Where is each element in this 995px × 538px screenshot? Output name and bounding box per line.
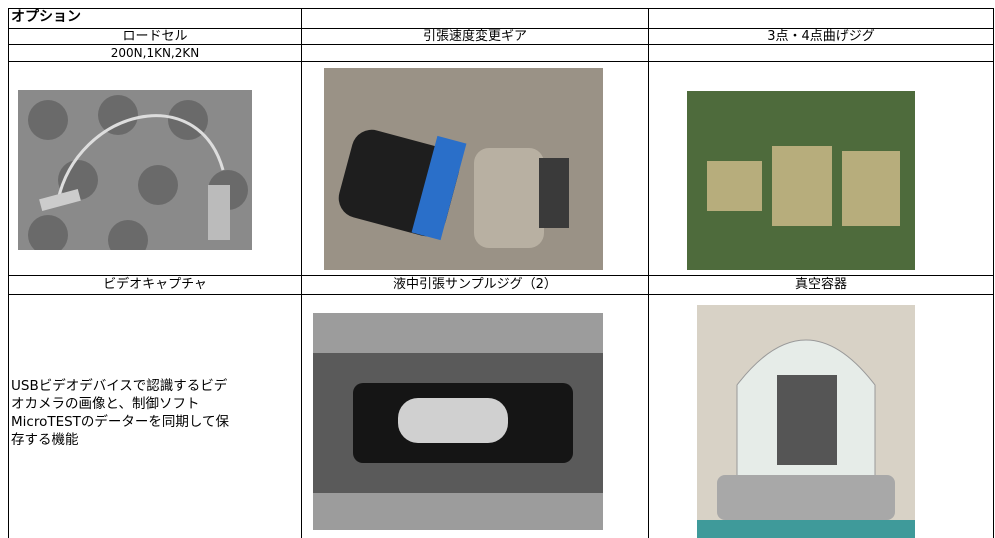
photo-gear <box>324 68 603 270</box>
header: 真空容器 <box>649 277 993 293</box>
description: USBビデオデバイスで認識するビデ オカメラの画像と、制御ソフト MicroTE… <box>11 377 229 449</box>
rule <box>8 294 994 295</box>
photo-bend-jig <box>687 91 915 270</box>
rule <box>993 8 994 538</box>
rule <box>648 8 649 538</box>
rule <box>301 8 302 538</box>
line: USBビデオデバイスで認識するビデ <box>11 377 229 395</box>
header: 3点・4点曲げジグ <box>649 29 993 45</box>
rule <box>8 275 994 276</box>
rule <box>8 8 994 9</box>
line: オカメラの画像と、制御ソフト <box>11 395 229 413</box>
rule <box>8 8 9 538</box>
photo-vacuum-chamber <box>697 305 915 538</box>
photo-load-cell <box>18 90 252 250</box>
header: 液中引張サンプルジグ（2） <box>302 277 648 293</box>
header: ビデオキャプチャ <box>9 277 301 293</box>
header: 引張速度変更ギア <box>302 29 648 45</box>
rule <box>8 61 994 62</box>
line: MicroTESTのデーターを同期して保 <box>11 413 229 431</box>
photo-liquid-jig <box>313 313 603 530</box>
line: 存する機能 <box>11 431 229 449</box>
header: ロードセル <box>9 29 301 45</box>
spec: 200N,1KN,2KN <box>9 45 301 61</box>
title: オプション <box>11 9 81 25</box>
